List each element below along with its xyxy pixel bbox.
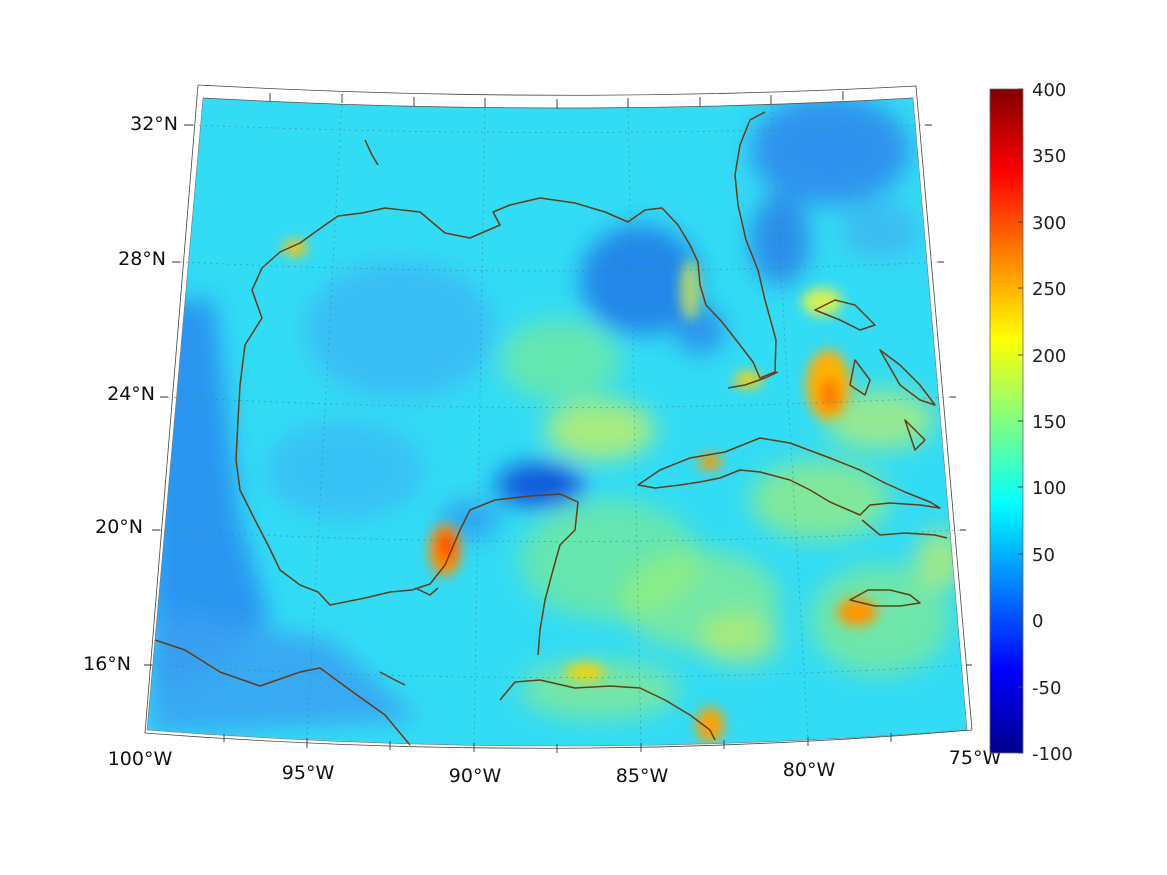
lon-label-80w: 80°W [783, 759, 836, 781]
central-america-coast [154, 639, 411, 746]
colorbar-label-neg50: -50 [1032, 678, 1061, 699]
lon-label-90w: 90°W [449, 765, 502, 787]
colorbar: 400 350 300 250 200 150 100 50 0 -50 -10… [989, 80, 1073, 765]
florida-keys [727, 371, 779, 389]
graticule [151, 97, 967, 746]
colorbar-label-0: 0 [1032, 611, 1043, 632]
cuba [637, 437, 941, 516]
lon-label-100w: 100°W [108, 748, 173, 770]
lon-labels: 100°W 95°W 90°W 85°W 80°W 75°W [108, 747, 1002, 787]
lon-label-85w: 85°W [616, 765, 669, 787]
colorbar-ticks [1018, 88, 1023, 754]
mexico-coastline [235, 419, 579, 656]
lat-label-16n: 16°N [83, 653, 131, 675]
lat-label-28n: 28°N [118, 248, 166, 270]
colorbar-label-50: 50 [1032, 545, 1055, 566]
heatmap-field [147, 98, 967, 746]
colorbar-label-200: 200 [1032, 346, 1066, 367]
gulf-coastline [237, 111, 777, 421]
lat-label-20n: 20°N [95, 516, 143, 538]
colorbar-label-100: 100 [1032, 478, 1066, 499]
map-frame [144, 84, 973, 753]
colorbar-gradient [989, 88, 1024, 754]
colorbar-label-300: 300 [1032, 213, 1066, 234]
colorbar-label-400: 400 [1032, 80, 1066, 101]
lat-label-24n: 24°N [107, 383, 155, 405]
bahamas [814, 299, 876, 331]
lon-label-75w: 75°W [949, 747, 1002, 769]
colorbar-label-neg100: -100 [1032, 744, 1073, 765]
lon-label-95w: 95°W [282, 762, 335, 784]
lat-label-32n: 32°N [130, 113, 178, 135]
honduras-coast [499, 679, 716, 741]
jamaica [849, 589, 921, 607]
colorbar-label-350: 350 [1032, 146, 1066, 167]
colorbar-label-150: 150 [1032, 412, 1066, 433]
colorbar-label-250: 250 [1032, 279, 1066, 300]
coastlines [154, 111, 948, 746]
lat-labels: 32°N 28°N 24°N 20°N 16°N [83, 113, 178, 675]
